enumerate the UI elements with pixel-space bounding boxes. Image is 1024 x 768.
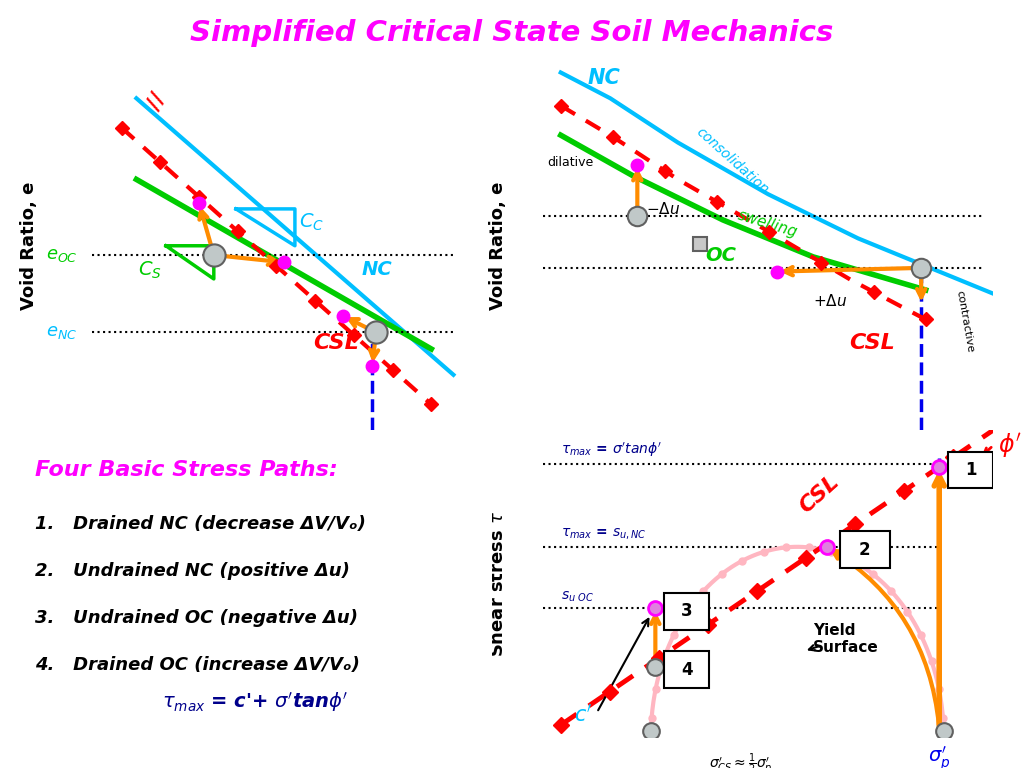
Text: consolidation: consolidation xyxy=(693,125,771,197)
Text: NC: NC xyxy=(588,68,621,88)
Text: CSL: CSL xyxy=(849,333,895,353)
Text: 1.   Drained NC (decrease ΔV/Vₒ): 1. Drained NC (decrease ΔV/Vₒ) xyxy=(35,515,366,534)
Text: $\phi'$: $\phi'$ xyxy=(997,431,1022,460)
Text: $c'$: $c'$ xyxy=(574,703,593,725)
Text: dilative: dilative xyxy=(547,157,594,169)
Text: $\sigma_p'$: $\sigma_p'$ xyxy=(928,744,950,768)
FancyBboxPatch shape xyxy=(665,651,710,688)
Text: $\tau_{max}$ = $s_{u,NC}$: $\tau_{max}$ = $s_{u,NC}$ xyxy=(561,527,646,542)
Text: 3.   Undrained OC (negative Δu): 3. Undrained OC (negative Δu) xyxy=(35,609,357,627)
Text: $e_{NC}$: $e_{NC}$ xyxy=(46,323,78,342)
Text: //: // xyxy=(143,89,169,114)
FancyBboxPatch shape xyxy=(840,531,890,568)
Text: 2.   Undrained NC (positive Δu): 2. Undrained NC (positive Δu) xyxy=(35,562,349,580)
Text: Four Basic Stress Paths:: Four Basic Stress Paths: xyxy=(35,460,337,480)
Text: Yield
Surface: Yield Surface xyxy=(813,623,879,655)
Text: Log $\sigma_v'$: Log $\sigma_v'$ xyxy=(223,464,307,495)
Text: 3: 3 xyxy=(681,602,692,621)
Text: NC: NC xyxy=(361,260,392,280)
Text: 2: 2 xyxy=(859,541,870,559)
Text: 4: 4 xyxy=(681,660,692,679)
Text: $C_C$: $C_C$ xyxy=(299,211,324,233)
Text: $\sigma_{CS}'\approx\frac{1}{2}\sigma_p'$: $\sigma_{CS}'\approx\frac{1}{2}\sigma_p'… xyxy=(710,751,773,768)
Text: $s_{u\ OC}$: $s_{u\ OC}$ xyxy=(561,589,594,604)
Text: 1: 1 xyxy=(965,461,977,479)
Text: CSL: CSL xyxy=(795,472,843,517)
Text: CSL: CSL xyxy=(313,333,359,353)
Text: Void Ratio, e: Void Ratio, e xyxy=(20,181,39,310)
Text: $C_S$: $C_S$ xyxy=(138,260,162,280)
FancyBboxPatch shape xyxy=(948,452,993,488)
Text: $-\Delta u$: $-\Delta u$ xyxy=(646,201,681,217)
Text: contractive: contractive xyxy=(954,290,975,353)
Text: Effective stress $\sigma_v'$: Effective stress $\sigma_v'$ xyxy=(676,458,860,482)
Text: Shear stress $\tau$: Shear stress $\tau$ xyxy=(488,511,507,657)
Text: $+\Delta u$: $+\Delta u$ xyxy=(813,293,847,309)
FancyBboxPatch shape xyxy=(665,593,710,630)
Text: $\tau_{max}$ = $\sigma'tan\phi'$: $\tau_{max}$ = $\sigma'tan\phi'$ xyxy=(561,441,662,459)
Text: Void Ratio, e: Void Ratio, e xyxy=(488,181,507,310)
Text: $e_{OC}$: $e_{OC}$ xyxy=(46,246,78,264)
Text: Simplified Critical State Soil Mechanics: Simplified Critical State Soil Mechanics xyxy=(190,19,834,47)
Text: swelling: swelling xyxy=(736,207,800,240)
Text: 4.   Drained OC (increase ΔV/Vₒ): 4. Drained OC (increase ΔV/Vₒ) xyxy=(35,656,359,674)
Text: $\sigma_p'$: $\sigma_p'$ xyxy=(361,445,384,474)
Text: $\tau_{max}$ = c'+ $\sigma'$tan$\phi'$: $\tau_{max}$ = c'+ $\sigma'$tan$\phi'$ xyxy=(162,690,348,714)
Text: OC: OC xyxy=(705,246,736,264)
